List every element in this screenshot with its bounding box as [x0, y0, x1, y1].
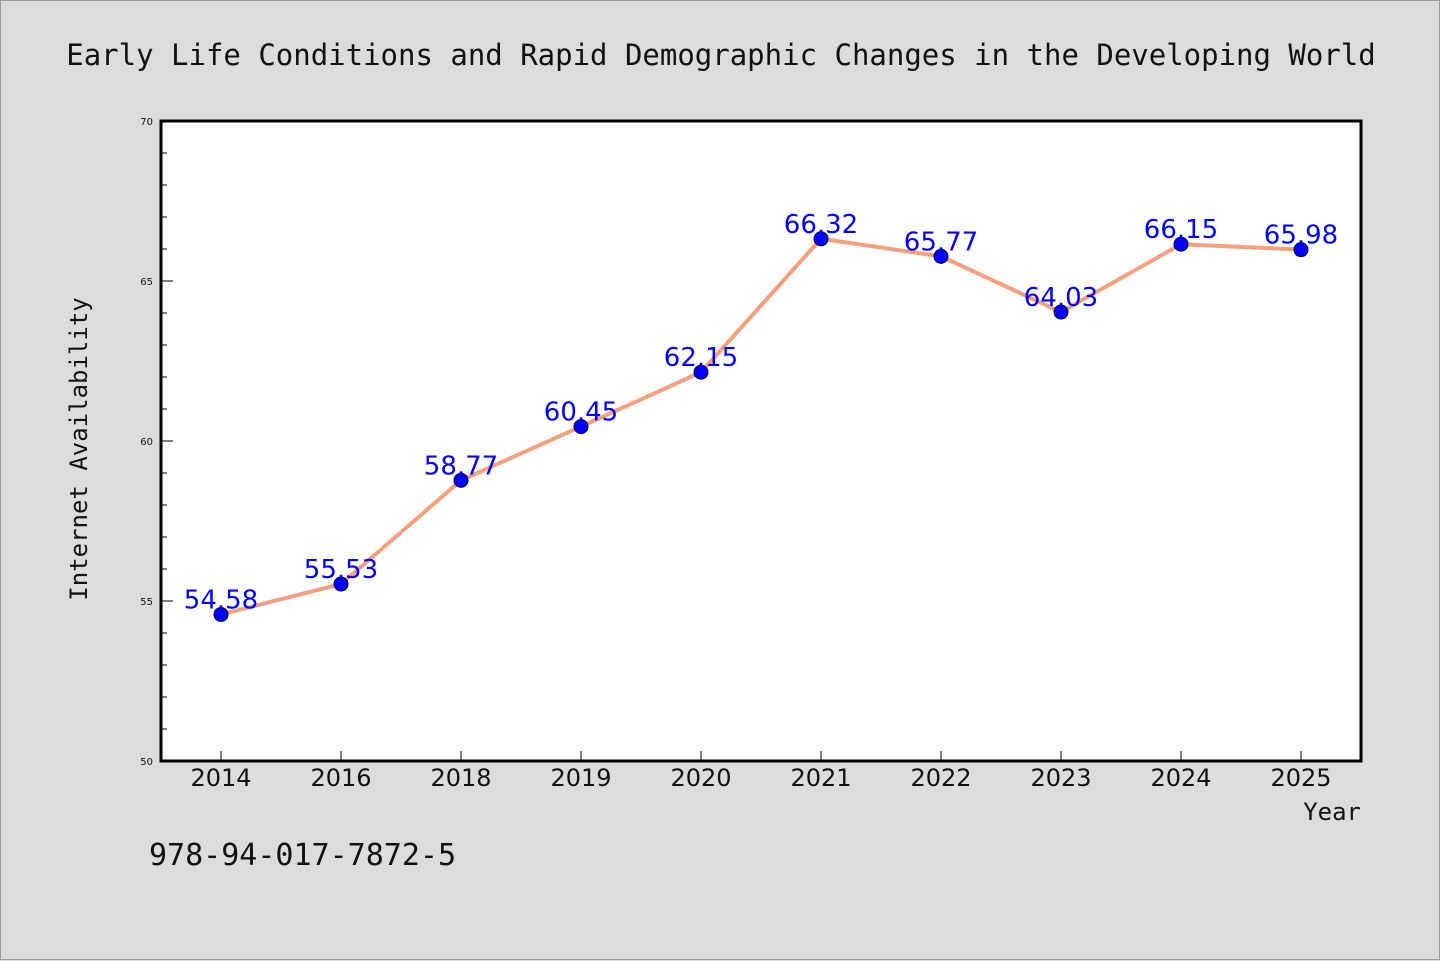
data-markers — [213, 231, 1309, 622]
data-point — [573, 419, 589, 435]
data-label: 54.58 — [184, 585, 258, 615]
x-tick-label: 2025 — [1270, 764, 1331, 792]
data-point — [1053, 304, 1069, 320]
data-label: 64.03 — [1024, 283, 1098, 313]
data-label: 62.15 — [664, 343, 738, 373]
data-point — [693, 364, 709, 380]
y-tick-label: 55 — [140, 597, 153, 608]
x-tick-label: 2021 — [790, 764, 851, 792]
data-point — [933, 248, 949, 264]
x-axis-label: Year — [1303, 798, 1361, 826]
plot-area — [159, 119, 1363, 763]
y-tick-label: 60 — [140, 437, 153, 448]
data-label: 58.77 — [424, 451, 498, 481]
data-label: 66.15 — [1144, 215, 1218, 245]
data-point — [1293, 242, 1309, 258]
y-axis: 50 55 60 65 70 — [140, 117, 173, 768]
chart-title: Early Life Conditions and Rapid Demograp… — [66, 38, 1375, 72]
data-label: 66.32 — [784, 210, 858, 240]
x-tick-label: 2016 — [310, 764, 371, 792]
x-tick-label: 2020 — [670, 764, 731, 792]
y-tick-label: 65 — [140, 277, 153, 288]
y-tick-label: 50 — [140, 757, 153, 768]
series-line — [220, 236, 1302, 617]
x-tick-label: 2018 — [430, 764, 491, 792]
x-tick-label: 2022 — [910, 764, 971, 792]
x-tick-label: 2023 — [1030, 764, 1091, 792]
data-label: 55.53 — [304, 555, 378, 585]
x-tick-label: 2014 — [190, 764, 251, 792]
x-tick-label: 2024 — [1150, 764, 1211, 792]
data-label: 60.45 — [544, 398, 618, 428]
series-line-group — [220, 236, 1302, 617]
x-tick-label: 2019 — [550, 764, 611, 792]
data-point — [453, 472, 469, 488]
data-label: 65.77 — [904, 227, 978, 257]
data-point — [213, 606, 229, 622]
data-labels: 54.58 55.53 58.77 60.45 62.15 66.32 65.77 64.03… — [184, 210, 1338, 616]
y-tick-label: 70 — [140, 117, 153, 128]
data-point — [1173, 236, 1189, 252]
data-point — [813, 231, 829, 247]
x-axis: 2014 2016 2018 2019 2020 2021 2022 2023 2024 2025 — [190, 751, 1332, 792]
data-label: 65.98 — [1264, 221, 1338, 251]
isbn-text: 978-94-017-7872-5 — [149, 838, 456, 873]
y-axis-label: Internet Availability — [65, 297, 93, 600]
data-point — [333, 576, 349, 592]
